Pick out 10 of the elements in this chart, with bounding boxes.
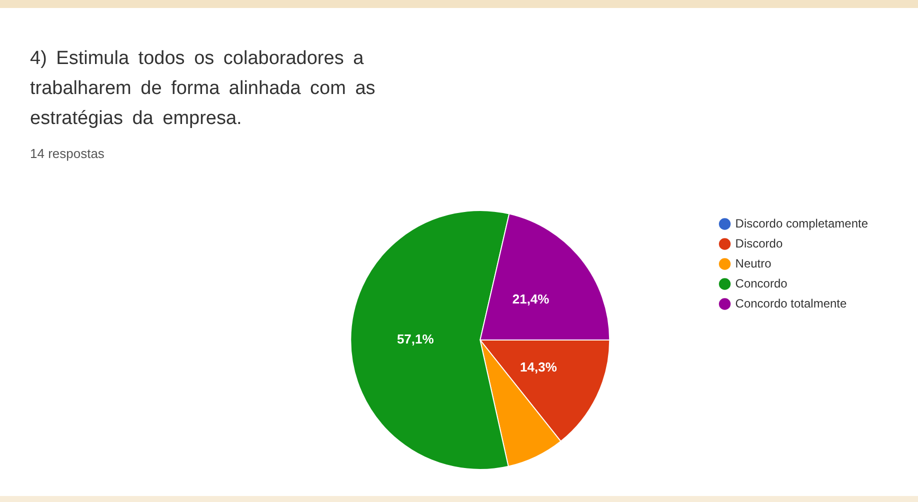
data-label: 14,3% bbox=[520, 360, 558, 375]
data-label: 21,4% bbox=[512, 291, 550, 306]
legend-label: Concordo bbox=[735, 276, 788, 290]
chart-title: 4) Estimula todos os colaboradores a trabalharem de forma alinhada com as estratégias da empresa. bbox=[30, 47, 376, 131]
data-label: 57,1% bbox=[396, 331, 434, 346]
legend-label: Discordo completamente bbox=[735, 216, 868, 230]
legend-label: Neutro bbox=[735, 256, 772, 270]
legend-label: Discordo bbox=[735, 236, 783, 250]
text: 14 respostas bbox=[30, 146, 104, 161]
legend-label: Concordo totalmente bbox=[735, 296, 847, 310]
